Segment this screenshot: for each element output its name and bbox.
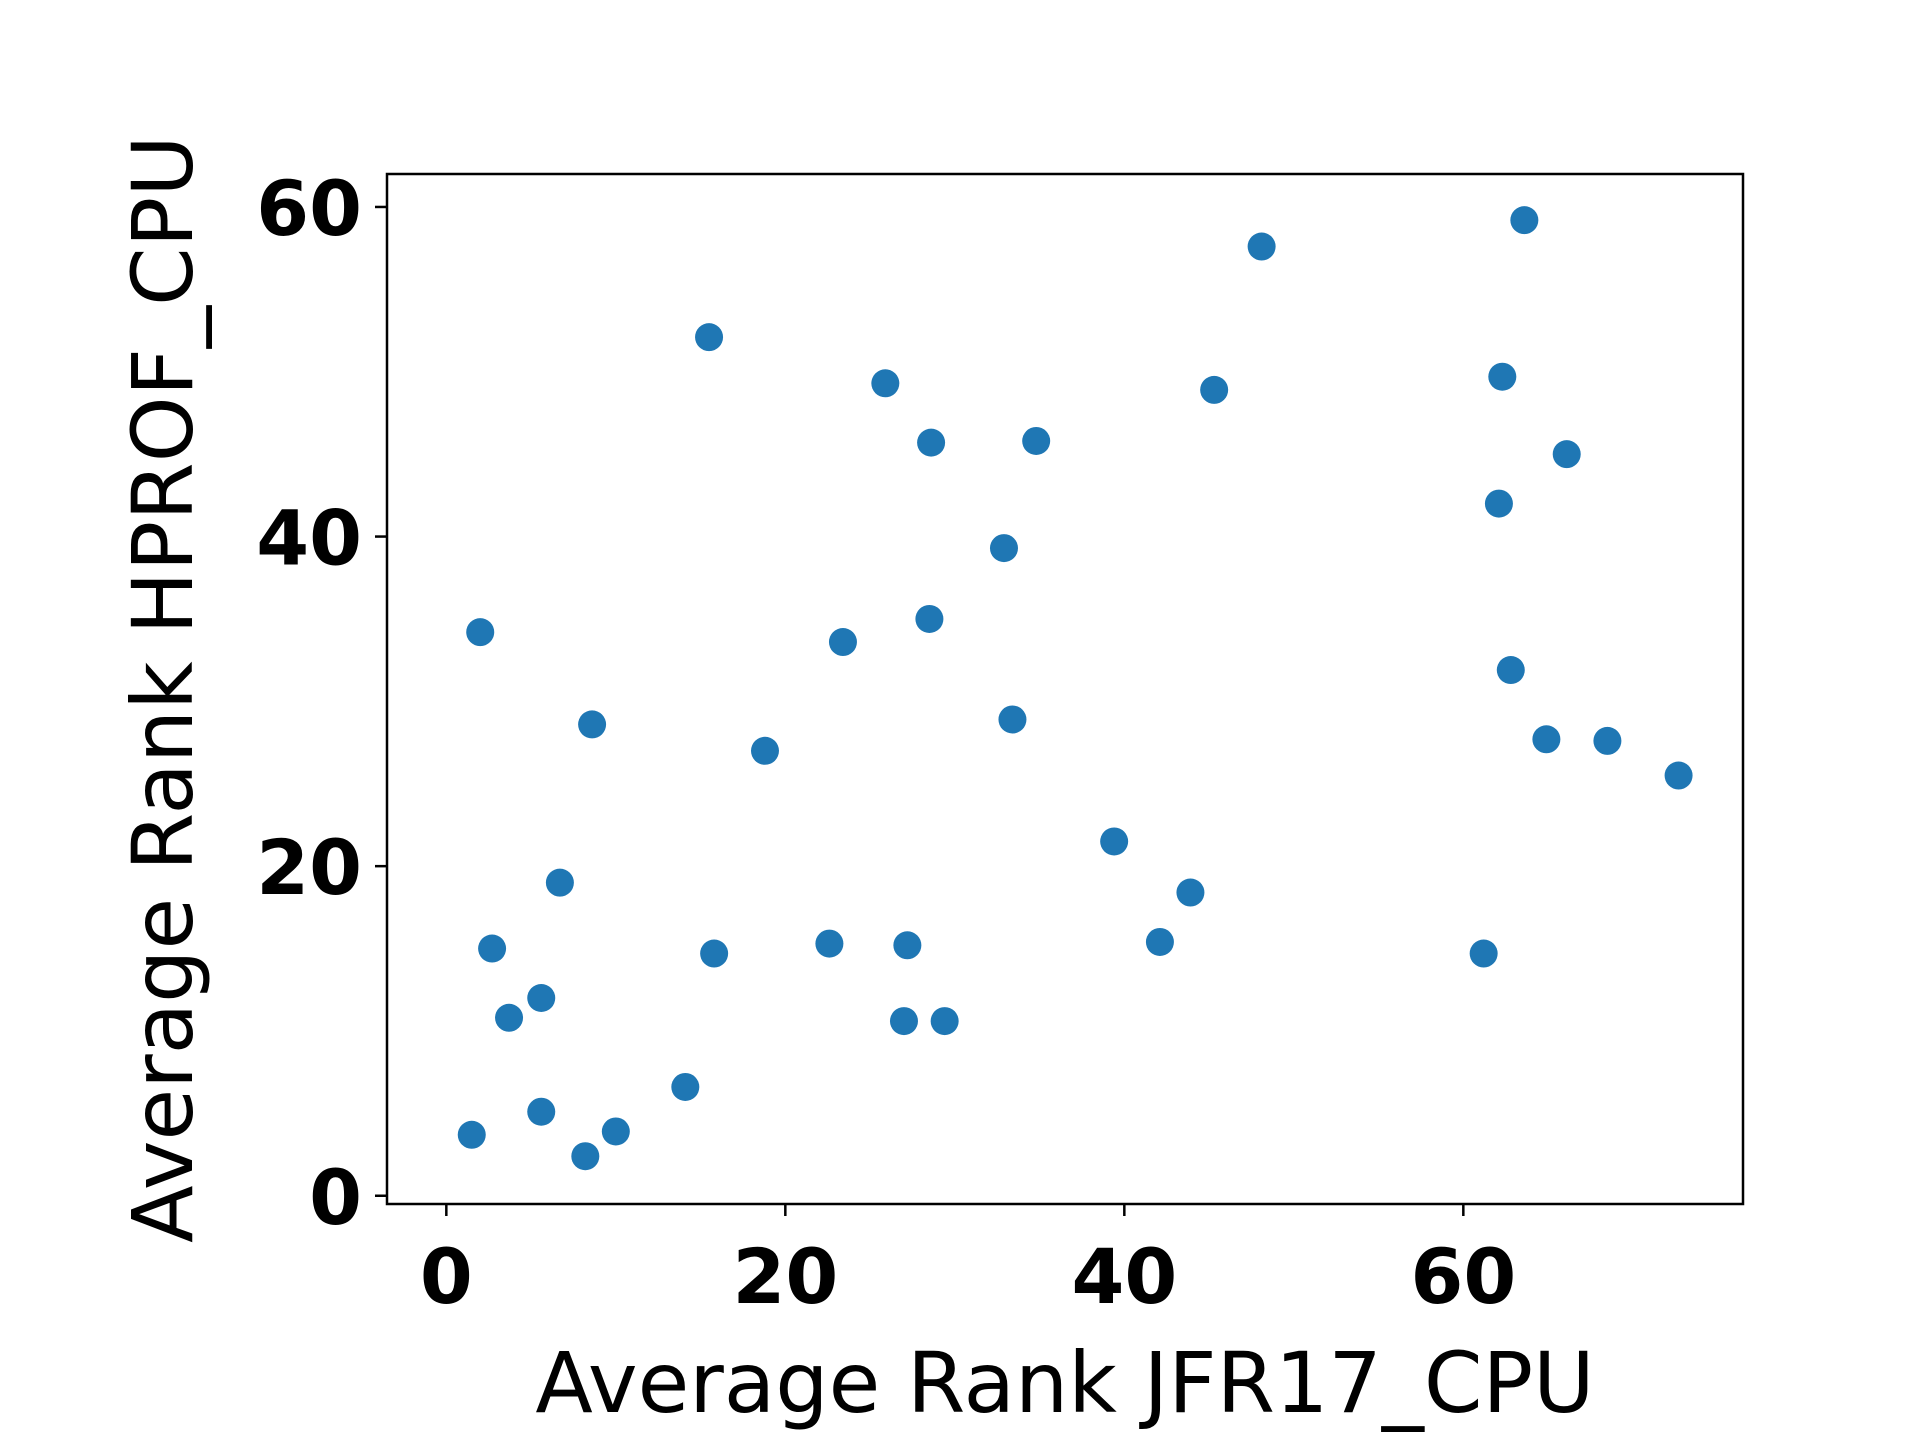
data-point [889, 1007, 918, 1036]
data-point [917, 428, 946, 457]
data-point [815, 929, 844, 958]
data-point [828, 628, 857, 657]
data-point [578, 710, 607, 739]
data-points [457, 206, 1693, 1171]
data-point [1488, 362, 1517, 391]
data-point [478, 934, 507, 963]
y-tick-label: 40 [256, 494, 362, 583]
x-tick-label: 20 [732, 1232, 838, 1321]
data-point [1484, 489, 1513, 518]
data-point [545, 868, 574, 897]
data-point [601, 1117, 630, 1146]
data-point [998, 705, 1027, 734]
y-tick-label: 60 [256, 164, 362, 253]
y-axis: 0 20 40 60 [256, 164, 387, 1242]
data-point [989, 534, 1018, 563]
x-axis: 0 20 40 60 [420, 1204, 1516, 1321]
data-point [695, 323, 724, 352]
data-point [1593, 726, 1622, 755]
data-point [571, 1142, 600, 1171]
x-axis-title: Average Rank JFR17_CPU [535, 1334, 1594, 1432]
x-tick-label: 60 [1410, 1232, 1516, 1321]
data-point [1100, 827, 1129, 856]
data-point [871, 369, 900, 398]
plot-area [385, 172, 1745, 1206]
data-point [1469, 939, 1498, 968]
data-point [1510, 206, 1539, 235]
data-point [1145, 927, 1174, 956]
y-axis-title: Average Rank HPROF_CPU [114, 135, 212, 1243]
data-point [671, 1072, 700, 1101]
data-point [1532, 725, 1561, 754]
data-point [930, 1007, 959, 1036]
data-point [495, 1003, 524, 1032]
data-point [466, 618, 495, 647]
data-point [527, 1097, 556, 1126]
data-point [1200, 375, 1229, 404]
data-point [1552, 440, 1581, 469]
data-point [750, 736, 779, 765]
data-point [1664, 761, 1693, 790]
data-point [893, 931, 922, 960]
data-point [527, 984, 556, 1012]
data-point [1496, 656, 1525, 685]
y-tick-label: 0 [309, 1153, 362, 1242]
data-point [1176, 878, 1205, 907]
data-point [915, 604, 944, 633]
y-tick-label: 20 [256, 823, 362, 912]
data-point [700, 939, 729, 968]
x-tick-label: 40 [1071, 1232, 1177, 1321]
data-point [1247, 232, 1276, 261]
x-tick-label: 0 [420, 1232, 473, 1321]
data-point [1022, 426, 1051, 455]
data-point [457, 1120, 486, 1149]
